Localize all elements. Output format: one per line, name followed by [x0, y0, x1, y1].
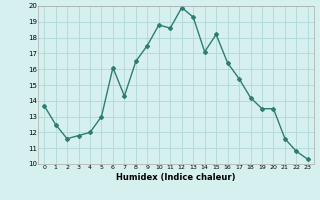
X-axis label: Humidex (Indice chaleur): Humidex (Indice chaleur) [116, 173, 236, 182]
